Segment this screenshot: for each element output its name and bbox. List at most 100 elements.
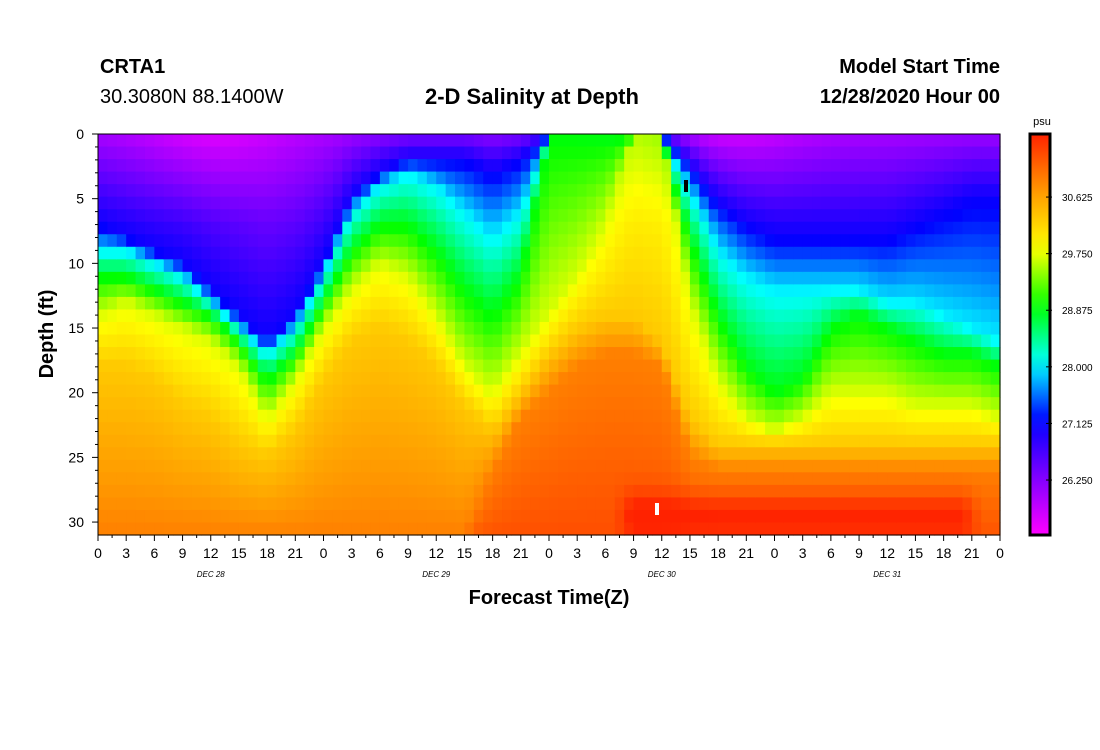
heatmap-cell [379, 359, 390, 373]
heatmap-cell [624, 497, 635, 511]
heatmap-cell [765, 171, 776, 185]
heatmap-cell [652, 221, 663, 235]
heatmap-cell [877, 184, 888, 198]
heatmap-cell [173, 422, 184, 436]
heatmap-cell [229, 171, 240, 185]
heatmap-cell [746, 321, 757, 336]
heatmap-cell [361, 321, 372, 336]
heatmap-cell [793, 171, 804, 185]
heatmap-cell [924, 309, 935, 323]
heatmap-cell [708, 159, 719, 173]
heatmap-cell [304, 484, 315, 499]
heatmap-cell [990, 134, 1001, 148]
heatmap-cell [595, 309, 606, 323]
heatmap-cell [708, 497, 719, 511]
heatmap-cell [116, 284, 127, 298]
heatmap-cell [614, 334, 625, 348]
heatmap-cell [633, 347, 644, 361]
heatmap-cell [163, 171, 174, 185]
heatmap-cell [840, 359, 851, 373]
heatmap-cell [567, 409, 578, 423]
heatmap-cell [924, 284, 935, 298]
heatmap-cell [558, 184, 569, 198]
heatmap-cell [483, 321, 494, 336]
heatmap-cell [455, 434, 466, 448]
heatmap-cell [812, 434, 823, 448]
heatmap-cell [332, 384, 343, 398]
heatmap-cell [567, 246, 578, 260]
heatmap-cell [248, 171, 259, 185]
heatmap-cell [577, 146, 588, 160]
heatmap-cell [389, 522, 400, 536]
heatmap-cell [530, 347, 541, 361]
heatmap-cell [238, 359, 249, 373]
heatmap-cell [257, 284, 268, 298]
heatmap-cell [671, 434, 682, 448]
heatmap-cell [398, 134, 409, 148]
heatmap-cell [285, 359, 296, 373]
heatmap-cell [708, 284, 719, 298]
heatmap-cell [915, 334, 926, 348]
heatmap-cell [605, 422, 616, 436]
heatmap-cell [379, 284, 390, 298]
heatmap-cell [755, 321, 766, 336]
heatmap-cell [934, 171, 945, 185]
heatmap-cell [642, 234, 653, 248]
heatmap-cell [182, 271, 193, 285]
heatmap-cell [830, 134, 841, 148]
heatmap-cell [182, 259, 193, 273]
y-tick-label: 30 [68, 514, 84, 530]
heatmap-cell [191, 434, 202, 448]
heatmap-cell [896, 434, 907, 448]
heatmap-cell [248, 321, 259, 336]
heatmap-cell [304, 372, 315, 386]
heatmap-cell [849, 159, 860, 173]
heatmap-cell [257, 497, 268, 511]
heatmap-cell [530, 271, 541, 285]
heatmap-cell [887, 309, 898, 323]
heatmap-cell [530, 234, 541, 248]
heatmap-cell [642, 509, 653, 524]
heatmap-cell [877, 422, 888, 436]
heatmap-cell [295, 372, 306, 386]
heatmap-cell [830, 146, 841, 160]
heatmap-cell [530, 397, 541, 411]
heatmap-cell [483, 497, 494, 511]
heatmap-cell [755, 246, 766, 260]
heatmap-cell [511, 509, 522, 524]
heatmap-cell [680, 422, 691, 436]
heatmap-cell [840, 209, 851, 223]
heatmap-cell [483, 434, 494, 448]
heatmap-cell [248, 246, 259, 260]
heatmap-cell [370, 447, 381, 461]
heatmap-cell [520, 372, 531, 386]
heatmap-cell [539, 321, 550, 336]
heatmap-cell [633, 497, 644, 511]
heatmap-cell [229, 472, 240, 486]
heatmap-cell [633, 246, 644, 260]
heatmap-cell [821, 234, 832, 248]
heatmap-cell [417, 184, 428, 198]
heatmap-cell [971, 359, 982, 373]
heatmap-cell [98, 397, 108, 411]
heatmap-cell [426, 234, 437, 248]
heatmap-cell [746, 171, 757, 185]
heatmap-cell [868, 434, 879, 448]
heatmap-cell [793, 472, 804, 486]
heatmap-cell [859, 422, 870, 436]
heatmap-cell [464, 134, 475, 148]
heatmap-cell [464, 434, 475, 448]
heatmap-cell [971, 347, 982, 361]
heatmap-cell [191, 422, 202, 436]
heatmap-cell [248, 234, 259, 248]
heatmap-cell [981, 484, 992, 499]
x-tick-label: 6 [601, 545, 609, 561]
heatmap-cell [896, 372, 907, 386]
heatmap-cell [840, 134, 851, 148]
heatmap-cell [163, 397, 174, 411]
heatmap-cell [116, 459, 127, 473]
heatmap-cell [962, 422, 973, 436]
heatmap-cell [276, 409, 287, 423]
heatmap-cell [248, 372, 259, 386]
heatmap-cell [191, 497, 202, 511]
